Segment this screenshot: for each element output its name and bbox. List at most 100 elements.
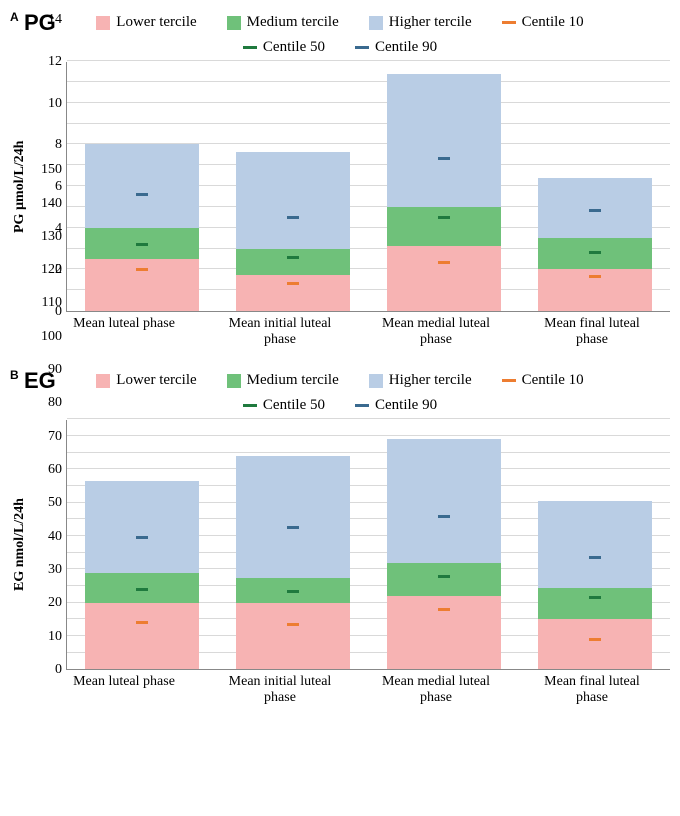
panel-sup-label: A (10, 10, 19, 24)
bars-container (67, 420, 670, 669)
seg-lower (85, 259, 199, 311)
bar-group (528, 178, 661, 311)
stacked-bar (85, 144, 199, 311)
bar-group (227, 456, 360, 669)
y-axis: 0102030405060708090100110120130140150 (30, 420, 66, 670)
x-axis: Mean luteal phase Mean initial lutealphas… (46, 312, 670, 348)
bars-container (67, 62, 670, 311)
legend-c50: Centile 50 (243, 39, 325, 56)
plot-area: 0102030405060708090100110120130140150 (30, 420, 670, 670)
x-tick-label: Mean initial lutealphase (211, 674, 348, 706)
bar-group (227, 152, 360, 311)
centile-50-mark (136, 588, 148, 591)
legend-lower: Lower tercile (96, 14, 196, 31)
x-tick-label: Mean initial lutealphase (211, 316, 348, 348)
stacked-bar (538, 501, 652, 669)
bar-group (76, 144, 209, 311)
seg-medium (236, 249, 350, 275)
centile-10-mark (438, 608, 450, 611)
seg-higher (387, 439, 501, 562)
bar-group (378, 74, 511, 312)
stacked-bar (85, 481, 199, 669)
seg-higher (236, 152, 350, 249)
bar-group (378, 439, 511, 669)
centile-10-mark (589, 638, 601, 641)
legend-lower: Lower tercile (96, 372, 196, 389)
legend: Lower tercile Medium tercile Higher terc… (80, 368, 600, 414)
stacked-bar (538, 178, 652, 311)
panel-sup-label: B (10, 368, 19, 382)
seg-medium (538, 238, 652, 269)
centile-50-mark (589, 251, 601, 254)
centile-90-mark (438, 515, 450, 518)
seg-higher (85, 481, 199, 573)
x-tick-label: Mean medial lutealphase (367, 316, 504, 348)
centile-10-mark (438, 261, 450, 264)
bar-group (76, 481, 209, 669)
x-tick-label: Mean final lutealphase (523, 674, 660, 706)
centile-90-mark (287, 526, 299, 529)
chart-wrap: EG nmol/L/24h 01020304050607080901001101… (10, 420, 670, 670)
seg-higher (538, 501, 652, 588)
centile-10-mark (136, 268, 148, 271)
plot (66, 420, 670, 670)
legend-c50: Centile 50 (243, 397, 325, 414)
seg-medium (538, 588, 652, 620)
y-axis-label: EG nmol/L/24h (10, 420, 30, 670)
centile-10-mark (589, 275, 601, 278)
legend-c10: Centile 10 (502, 14, 584, 31)
seg-lower (236, 603, 350, 670)
stacked-bar (236, 456, 350, 669)
stacked-bar (236, 152, 350, 311)
seg-medium (387, 563, 501, 596)
centile-10-mark (287, 623, 299, 626)
seg-lower (387, 246, 501, 311)
centile-50-mark (438, 575, 450, 578)
gridline (67, 60, 670, 61)
seg-lower (387, 596, 501, 669)
seg-lower (85, 603, 199, 670)
centile-10-mark (287, 282, 299, 285)
gridline (67, 418, 670, 419)
plot-area: 024681012141618202224 (30, 62, 670, 312)
stacked-bar (387, 439, 501, 669)
x-axis: Mean luteal phase Mean initial lutealphas… (46, 670, 670, 706)
centile-90-mark (136, 536, 148, 539)
x-tick-label: Mean luteal phase (55, 316, 192, 348)
legend-medium: Medium tercile (227, 14, 339, 31)
centile-90-mark (287, 216, 299, 219)
panel-PG: A PG Lower tercile Medium tercile Higher… (10, 10, 670, 348)
legend-higher: Higher tercile (369, 372, 472, 389)
x-tick-label: Mean medial lutealphase (367, 674, 504, 706)
bar-group (528, 501, 661, 669)
centile-50-mark (589, 596, 601, 599)
seg-medium (387, 207, 501, 247)
centile-50-mark (287, 256, 299, 259)
seg-lower (236, 275, 350, 311)
seg-higher (538, 178, 652, 238)
seg-higher (85, 144, 199, 227)
y-axis-label: PG µmol/L/24h (10, 62, 30, 312)
centile-50-mark (438, 216, 450, 219)
panel-EG: B EG Lower tercile Medium tercile Higher… (10, 368, 670, 706)
centile-10-mark (136, 621, 148, 624)
legend-c90: Centile 90 (355, 397, 437, 414)
legend: Lower tercile Medium tercile Higher terc… (80, 10, 600, 56)
legend-higher: Higher tercile (369, 14, 472, 31)
centile-90-mark (438, 157, 450, 160)
centile-90-mark (136, 193, 148, 196)
seg-higher (387, 74, 501, 207)
legend-c10: Centile 10 (502, 372, 584, 389)
centile-90-mark (589, 209, 601, 212)
centile-50-mark (287, 590, 299, 593)
legend-medium: Medium tercile (227, 372, 339, 389)
x-tick-label: Mean final lutealphase (523, 316, 660, 348)
legend-c90: Centile 90 (355, 39, 437, 56)
plot (66, 62, 670, 312)
x-tick-label: Mean luteal phase (55, 674, 192, 706)
centile-90-mark (589, 556, 601, 559)
centile-50-mark (136, 243, 148, 246)
stacked-bar (387, 74, 501, 312)
seg-higher (236, 456, 350, 578)
chart-wrap: PG µmol/L/24h 024681012141618202224 (10, 62, 670, 312)
